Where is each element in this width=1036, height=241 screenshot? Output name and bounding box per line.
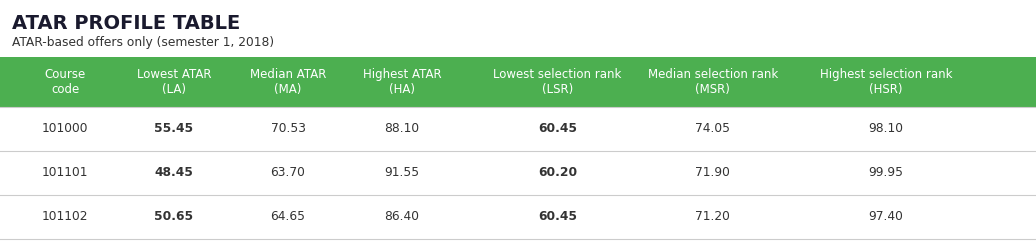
Bar [0, 57, 1036, 107]
Text: 101101: 101101 [42, 167, 88, 180]
Text: Median selection rank
(MSR): Median selection rank (MSR) [648, 68, 778, 96]
Text: Median ATAR
(MA): Median ATAR (MA) [250, 68, 326, 96]
Text: 63.70: 63.70 [270, 167, 306, 180]
Text: Highest ATAR
(HA): Highest ATAR (HA) [363, 68, 441, 96]
Text: 50.65: 50.65 [154, 210, 194, 223]
Text: Course
code: Course code [45, 68, 86, 96]
Text: 60.20: 60.20 [538, 167, 577, 180]
Text: 99.95: 99.95 [868, 167, 903, 180]
Text: 70.53: 70.53 [270, 122, 306, 135]
Text: 101102: 101102 [42, 210, 88, 223]
Text: Lowest ATAR
(LA): Lowest ATAR (LA) [137, 68, 211, 96]
Text: 74.05: 74.05 [695, 122, 730, 135]
Text: 91.55: 91.55 [384, 167, 420, 180]
Text: 98.10: 98.10 [868, 122, 903, 135]
Text: ATAR-based offers only (semester 1, 2018): ATAR-based offers only (semester 1, 2018… [12, 36, 275, 49]
Text: 101000: 101000 [42, 122, 88, 135]
Text: 60.45: 60.45 [538, 210, 577, 223]
Text: 86.40: 86.40 [384, 210, 420, 223]
Text: 64.65: 64.65 [270, 210, 306, 223]
Text: 97.40: 97.40 [868, 210, 903, 223]
Text: 55.45: 55.45 [154, 122, 194, 135]
Text: 71.90: 71.90 [695, 167, 730, 180]
Text: 60.45: 60.45 [538, 122, 577, 135]
Text: 88.10: 88.10 [384, 122, 420, 135]
Text: Lowest selection rank
(LSR): Lowest selection rank (LSR) [493, 68, 622, 96]
Text: 48.45: 48.45 [154, 167, 194, 180]
Text: Highest selection rank
(HSR): Highest selection rank (HSR) [819, 68, 952, 96]
Text: ATAR PROFILE TABLE: ATAR PROFILE TABLE [12, 14, 240, 33]
Text: 71.20: 71.20 [695, 210, 730, 223]
